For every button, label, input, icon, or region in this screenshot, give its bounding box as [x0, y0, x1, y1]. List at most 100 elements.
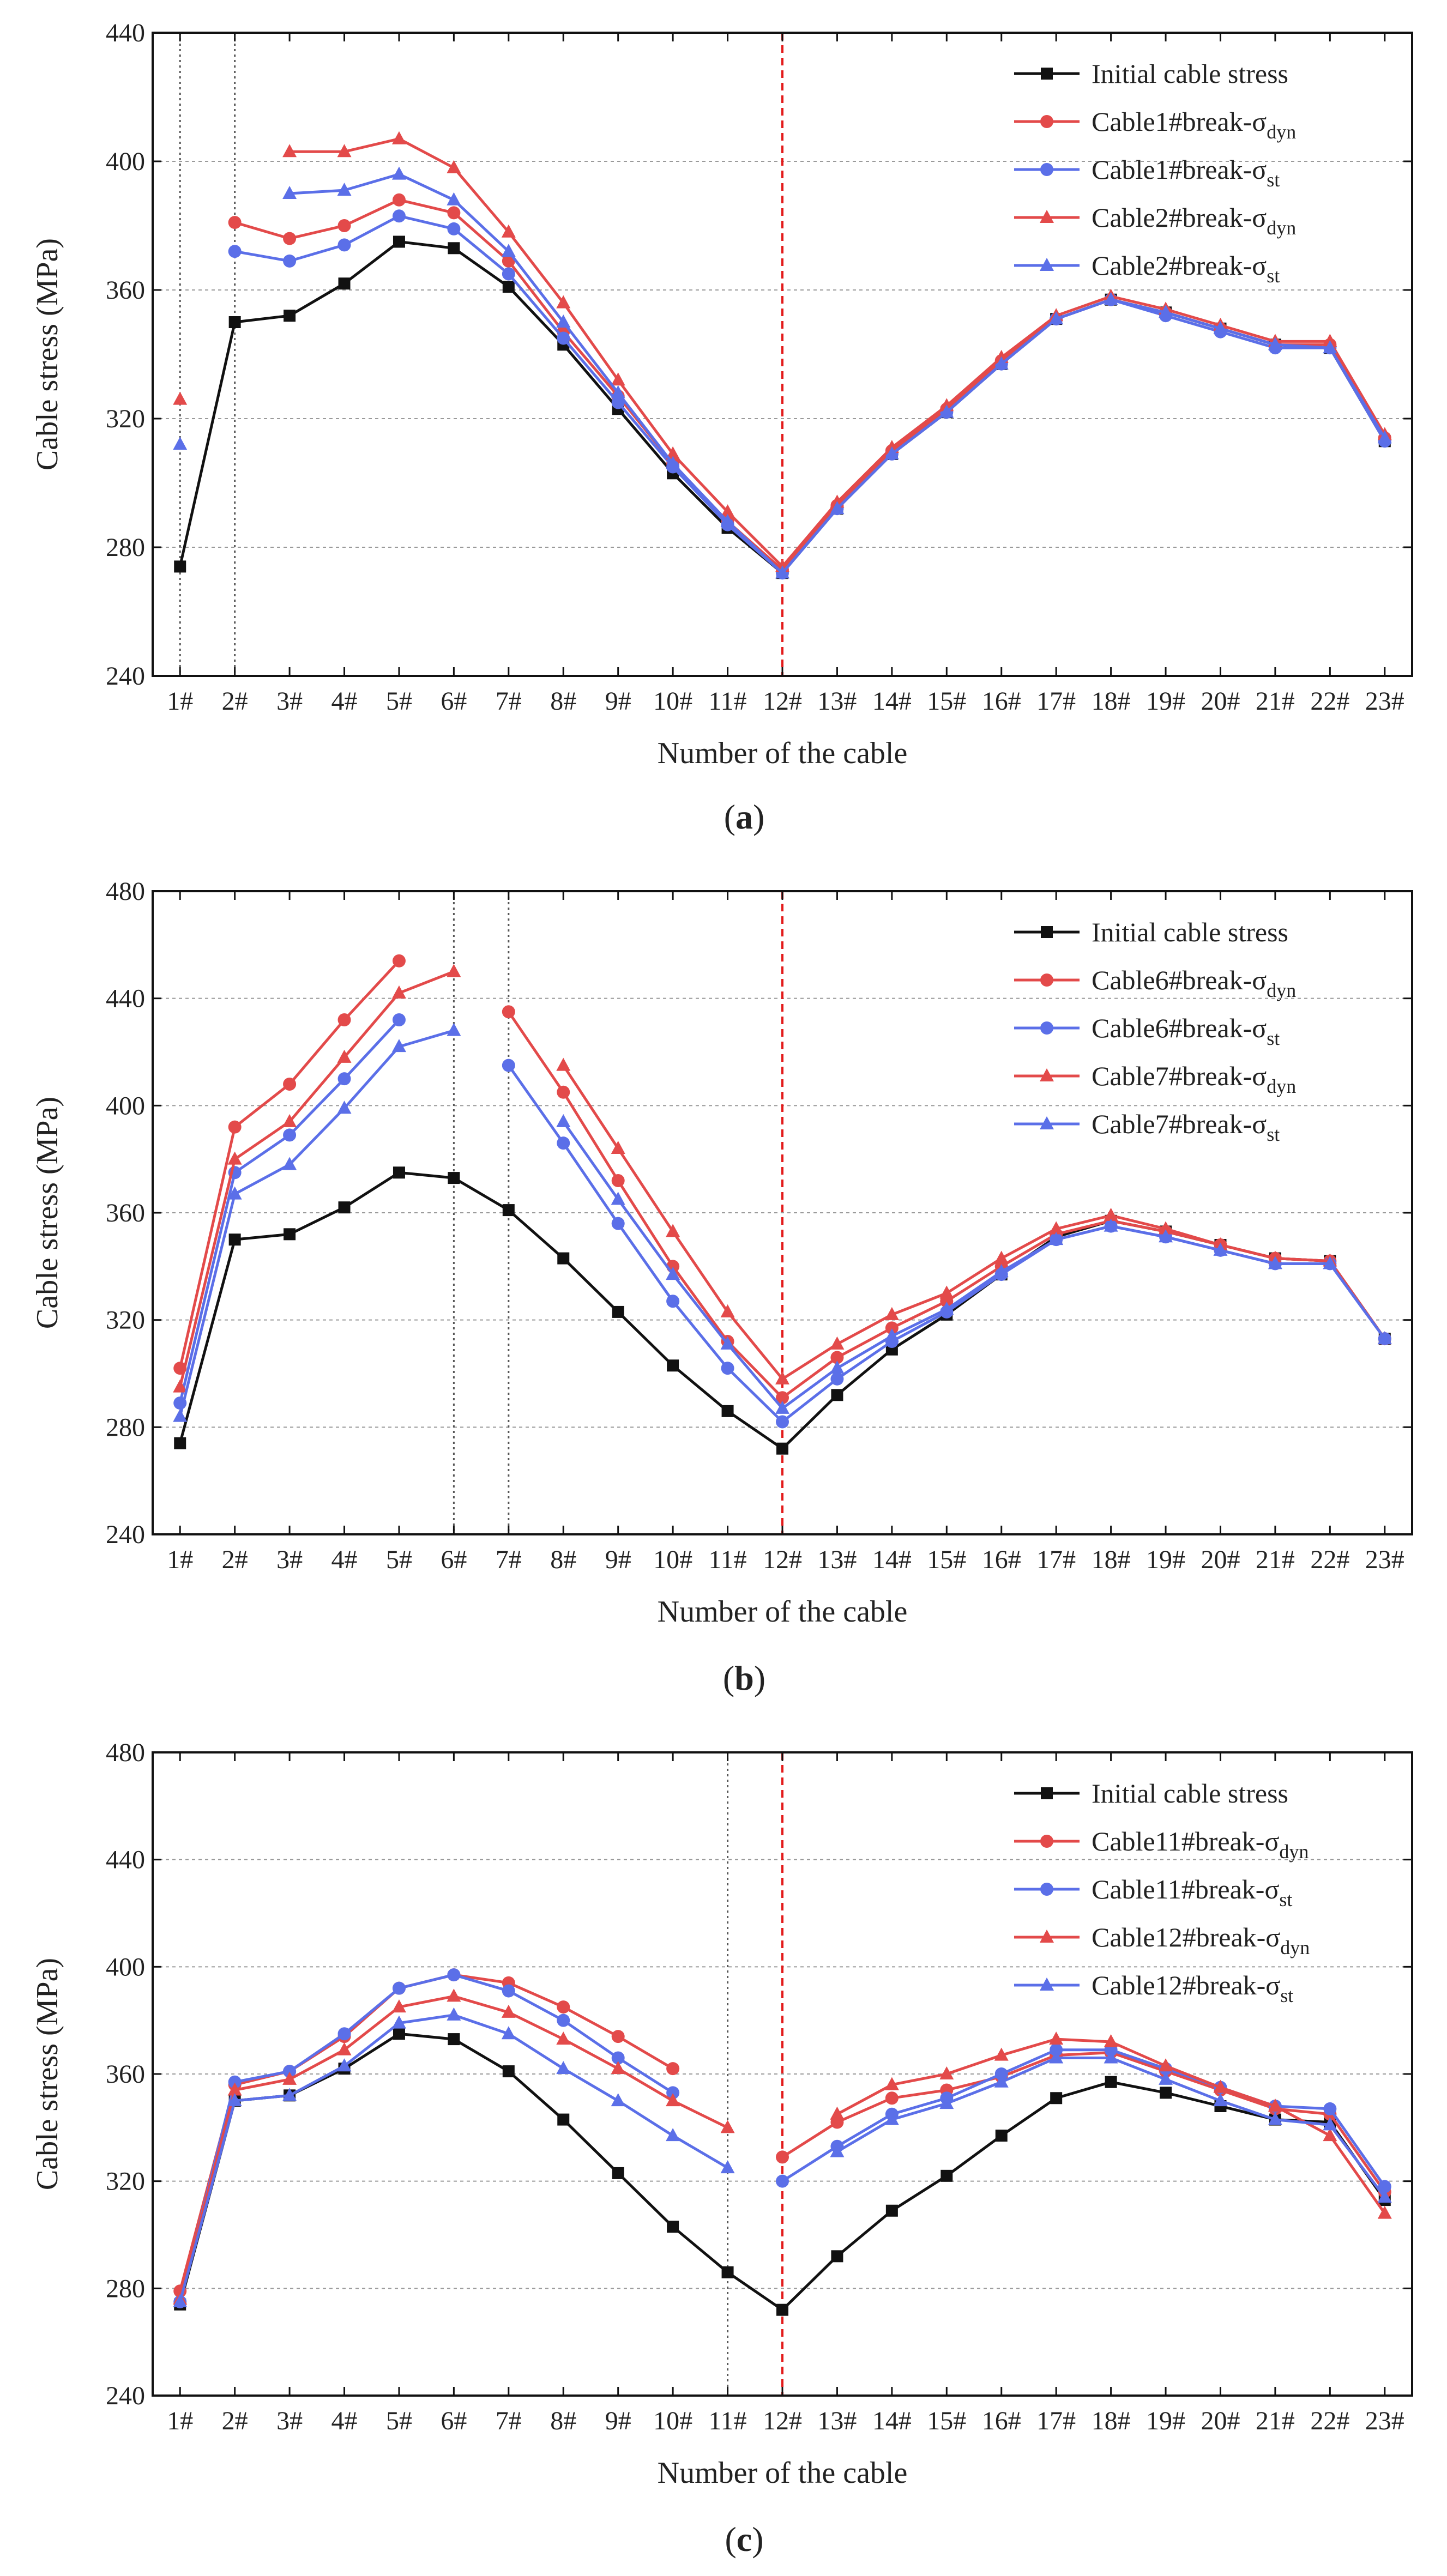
data-point — [939, 2096, 954, 2109]
data-point — [720, 513, 735, 527]
x-tick-label: 3# — [276, 2406, 303, 2435]
data-point — [1049, 1232, 1064, 1245]
data-point — [557, 2013, 570, 2027]
data-point — [337, 219, 351, 232]
data-point — [666, 1295, 680, 1308]
data-point — [1323, 340, 1337, 354]
legend: Initial cable stress Cable6#break-σdyn Cab… — [1014, 917, 1296, 1145]
data-point — [1049, 311, 1064, 325]
legend-label: Cable11#break-σst — [1092, 1874, 1292, 1910]
data-point — [720, 2120, 735, 2133]
panel-label: (b) — [723, 1659, 765, 1697]
x-tick-label: 14# — [872, 687, 912, 716]
data-point — [391, 166, 406, 180]
legend-label: Cable1#break-σdyn — [1092, 106, 1296, 143]
x-tick-label: 14# — [872, 2406, 912, 2435]
x-tick-label: 13# — [817, 1545, 857, 1574]
x-tick-label: 3# — [276, 1545, 303, 1574]
data-point — [392, 193, 406, 207]
x-tick-label: 15# — [927, 2406, 966, 2435]
x-tick-label: 3# — [276, 687, 303, 716]
legend-marker — [1041, 68, 1053, 80]
data-point — [556, 1114, 571, 1127]
data-point — [1213, 2079, 1228, 2093]
x-tick-label: 18# — [1092, 687, 1131, 716]
legend-label: Cable12#break-σdyn — [1092, 1922, 1310, 1958]
data-point — [994, 2074, 1009, 2088]
data-point — [502, 1005, 515, 1019]
data-point — [884, 446, 899, 459]
data-point — [228, 216, 242, 229]
x-tick-label: 22# — [1310, 687, 1349, 716]
x-tick-label: 2# — [222, 687, 248, 716]
data-point — [1049, 2031, 1064, 2045]
x-tick-label: 12# — [763, 2406, 802, 2435]
data-point — [939, 1285, 954, 1299]
data-point — [939, 1302, 954, 1315]
series-line — [562, 1065, 1386, 1381]
data-point — [227, 2093, 242, 2107]
x-tick-label: 2# — [222, 1545, 248, 1574]
data-point — [392, 209, 406, 223]
data-point — [1268, 2099, 1282, 2112]
data-point — [228, 2075, 242, 2089]
data-point — [338, 277, 351, 290]
series-line — [178, 1973, 674, 2302]
data-point — [557, 331, 570, 345]
data-point — [447, 964, 461, 977]
legend-subscript: dyn — [1267, 979, 1296, 1001]
chart-panel-c: 240 280 320 360 400 440 480 1# 2# 3# 4# 5# 6# 7# 8# 9# 1… — [31, 1738, 1413, 2559]
data-point — [831, 2250, 843, 2263]
data-point — [393, 2028, 405, 2040]
data-point — [173, 1408, 188, 1422]
legend-marker — [1040, 1116, 1054, 1129]
x-tick-label: 9# — [605, 687, 631, 716]
x-tick-label: 13# — [817, 2406, 857, 2435]
x-tick-label: 17# — [1036, 687, 1076, 716]
data-point — [994, 2067, 1008, 2081]
data-point — [447, 2007, 461, 2021]
x-tick-label: 21# — [1256, 687, 1295, 716]
x-tick-label: 23# — [1365, 687, 1404, 716]
data-point — [1268, 2112, 1282, 2125]
x-tick-label: 19# — [1146, 1545, 1185, 1574]
x-tick-label: 16# — [982, 687, 1021, 716]
data-point — [173, 1379, 188, 1393]
legend-label: Cable2#break-σst — [1092, 250, 1280, 287]
data-point — [830, 2106, 845, 2120]
data-point — [1323, 2102, 1337, 2115]
data-point — [227, 1151, 242, 1165]
data-point — [337, 1013, 351, 1026]
data-point — [612, 2167, 624, 2179]
legend-marker — [1040, 258, 1054, 271]
y-tick-label: 440 — [106, 984, 145, 1013]
data-point — [830, 1360, 845, 1374]
legend-subscript: st — [1267, 265, 1280, 287]
series-3 — [173, 1988, 1392, 2305]
series-line — [836, 2037, 1386, 2215]
x-tick-label: 7# — [496, 1545, 522, 1574]
y-tick-label: 280 — [106, 1413, 145, 1442]
x-tick-label: 9# — [605, 2406, 631, 2435]
data-point — [1323, 2117, 1337, 2131]
y-tick-label: 400 — [106, 1952, 145, 1981]
data-point — [1377, 2205, 1392, 2219]
data-point — [776, 1415, 789, 1429]
data-point — [666, 446, 680, 459]
data-point — [447, 1988, 461, 2002]
y-tick-label: 480 — [106, 877, 145, 906]
data-point — [1105, 2076, 1117, 2088]
data-point — [666, 2128, 680, 2142]
x-tick-label: 18# — [1092, 2406, 1131, 2435]
data-point — [283, 254, 297, 268]
legend-subscript: st — [1267, 1027, 1280, 1049]
series-line — [562, 1121, 1386, 1410]
data-point — [228, 1120, 242, 1134]
data-point — [284, 310, 296, 322]
legend-marker — [1040, 115, 1053, 128]
x-tick-label: 22# — [1310, 1545, 1349, 1574]
data-point — [448, 2033, 460, 2046]
data-point — [939, 404, 954, 418]
y-tick-label: 480 — [106, 1738, 145, 1767]
data-point — [502, 1059, 515, 1072]
